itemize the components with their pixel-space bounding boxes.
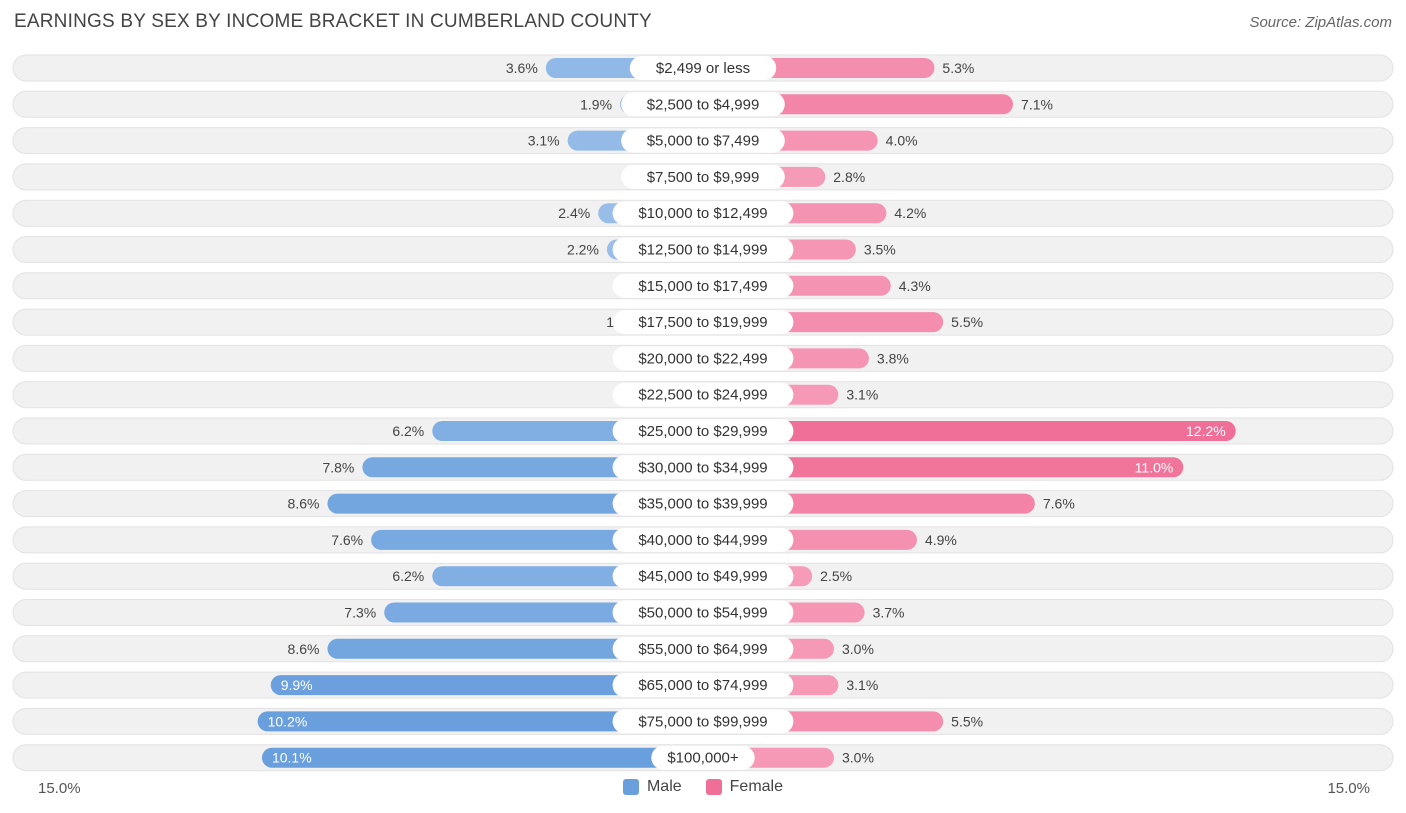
male-bar (270, 675, 703, 696)
category-label: $75,000 to $99,999 (638, 713, 767, 730)
chart: 3.6% 5.3% $2,499 or less 1.9% 7.1% $2,500 to … (12, 54, 1394, 772)
female-value-label: 2.5% (820, 568, 852, 584)
category-pill (612, 491, 794, 516)
male-value-label: 1.9% (580, 96, 612, 112)
female-value-label: 3.8% (877, 350, 909, 366)
female-value-label: 3.0% (842, 750, 874, 766)
legend: Male Female (0, 778, 1406, 796)
female-value-label: 4.2% (894, 205, 926, 221)
category-pill (612, 564, 794, 589)
legend-male-label: Male (646, 778, 682, 795)
female-bar (703, 421, 1236, 441)
male-value-label: 10.1% (272, 750, 312, 766)
category-label: $25,000 to $29,999 (638, 423, 767, 440)
category-pill (612, 310, 794, 335)
category-label: $35,000 to $39,999 (638, 496, 767, 513)
legend-item-female[interactable]: Female (705, 778, 784, 796)
male-value-label: 3.6% (506, 60, 538, 76)
female-value-label: 12.2% (1186, 423, 1226, 439)
category-label: $50,000 to $54,999 (638, 605, 767, 622)
category-pill (651, 745, 755, 770)
male-bar (327, 493, 703, 514)
source-label: Source: ZipAtlas.com (1249, 14, 1392, 31)
male-bar (327, 638, 703, 659)
female-value-label: 5.5% (951, 713, 983, 729)
male-value-label: 10.2% (268, 713, 308, 729)
female-value-label: 4.3% (899, 278, 931, 294)
category-pill (612, 527, 794, 552)
female-value-label: 2.8% (833, 169, 865, 185)
male-value-label: 6.2% (392, 568, 424, 584)
male-value-label: 8.6% (288, 496, 320, 512)
category-pill (621, 128, 785, 153)
category-pill (612, 455, 794, 480)
male-value-label: 7.8% (322, 459, 354, 475)
category-label: $40,000 to $44,999 (638, 532, 767, 549)
category-label: $22,500 to $24,999 (638, 387, 767, 404)
category-label: $12,500 to $14,999 (638, 242, 767, 259)
category-pill (612, 673, 794, 698)
female-value-label: 3.1% (846, 387, 878, 403)
female-value-label: 3.0% (842, 641, 874, 657)
category-pill (612, 346, 794, 371)
category-label: $5,000 to $7,499 (647, 133, 760, 150)
legend-female-label: Female (729, 778, 784, 795)
category-label: $15,000 to $17,499 (638, 278, 767, 295)
category-label: $20,000 to $22,499 (638, 350, 767, 367)
female-value-label: 7.6% (1043, 496, 1075, 512)
female-value-label: 3.1% (846, 677, 878, 693)
male-value-label: 2.4% (558, 205, 590, 221)
female-value-label: 3.5% (864, 242, 896, 258)
female-value-label: 11.0% (1135, 459, 1174, 475)
male-value-label: 3.1% (528, 133, 560, 149)
male-value-label: 7.3% (344, 605, 376, 621)
female-value-label: 5.3% (942, 60, 974, 76)
category-pill (612, 636, 794, 661)
female-bar (703, 457, 1184, 478)
category-label: $30,000 to $34,999 (638, 459, 767, 476)
category-pill (612, 382, 794, 407)
category-pill (612, 201, 794, 226)
category-pill (612, 709, 794, 734)
female-value-label: 4.0% (886, 133, 918, 149)
category-label: $100,000+ (667, 750, 739, 767)
male-value-label: 7.6% (331, 532, 363, 548)
female-value-label: 4.9% (925, 532, 957, 548)
male-swatch (622, 779, 639, 795)
female-value-label: 5.5% (951, 314, 983, 330)
chart-title: EARNINGS BY SEX BY INCOME BRACKET IN CUM… (14, 11, 652, 32)
male-value-label: 2.2% (567, 242, 599, 258)
male-bar (261, 747, 703, 768)
axis-left-label: 15.0% (38, 780, 81, 797)
legend-item-male[interactable]: Male (622, 778, 682, 796)
female-value-label: 7.1% (1021, 96, 1053, 112)
male-value-label: 6.2% (392, 423, 424, 439)
category-label: $10,000 to $12,499 (638, 205, 767, 222)
category-pill (612, 237, 794, 262)
male-value-label: 8.6% (288, 641, 320, 657)
category-label: $7,500 to $9,999 (647, 169, 760, 186)
category-pill (612, 273, 794, 298)
category-pill (621, 92, 785, 117)
female-value-label: 3.7% (873, 605, 905, 621)
category-pill (629, 56, 777, 80)
category-label: $2,499 or less (656, 60, 750, 77)
axis-right-label: 15.0% (1327, 780, 1370, 797)
category-pill (612, 419, 794, 443)
category-label: $2,500 to $4,999 (647, 96, 760, 113)
category-label: $17,500 to $19,999 (638, 314, 767, 331)
category-label: $65,000 to $74,999 (638, 677, 767, 694)
category-label: $45,000 to $49,999 (638, 568, 767, 585)
category-pill (612, 600, 794, 625)
male-bar (257, 711, 703, 732)
male-value-label: 9.9% (281, 677, 313, 693)
female-swatch (705, 779, 722, 795)
category-label: $55,000 to $64,999 (638, 641, 767, 658)
category-pill (621, 164, 785, 189)
